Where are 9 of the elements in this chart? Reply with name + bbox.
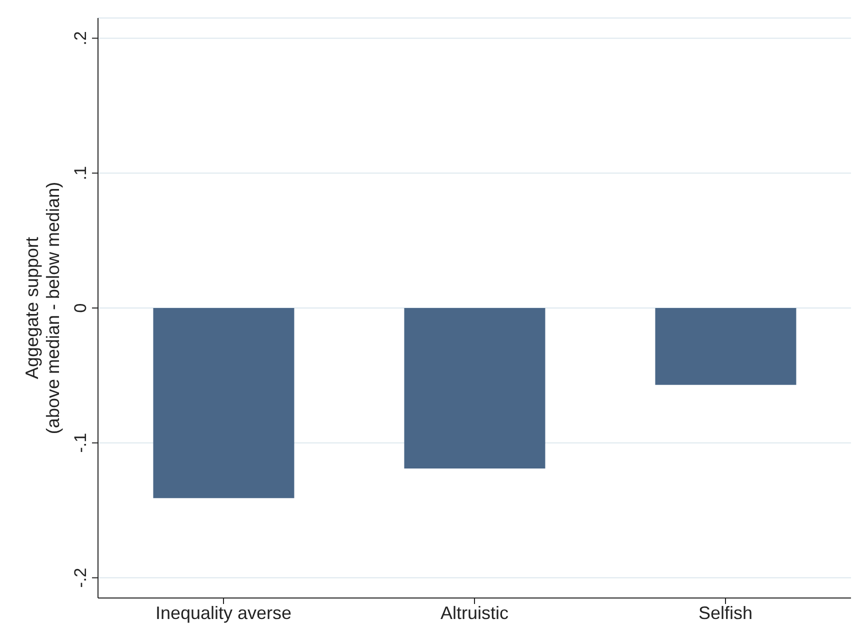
x-tick-label: Selfish xyxy=(698,602,753,623)
y-tick-label: -.1 xyxy=(71,432,90,453)
y-tick-label: 0 xyxy=(71,303,90,313)
y-tick-label: .2 xyxy=(71,31,90,46)
y-tick-label: .1 xyxy=(71,166,90,180)
y-axis-title: Aggegate support (above median - below median) xyxy=(22,182,63,434)
y-tick-label: -.2 xyxy=(71,568,90,588)
x-tick-label: Inequality averse xyxy=(155,602,292,623)
x-tick-label: Altruistic xyxy=(440,602,509,623)
